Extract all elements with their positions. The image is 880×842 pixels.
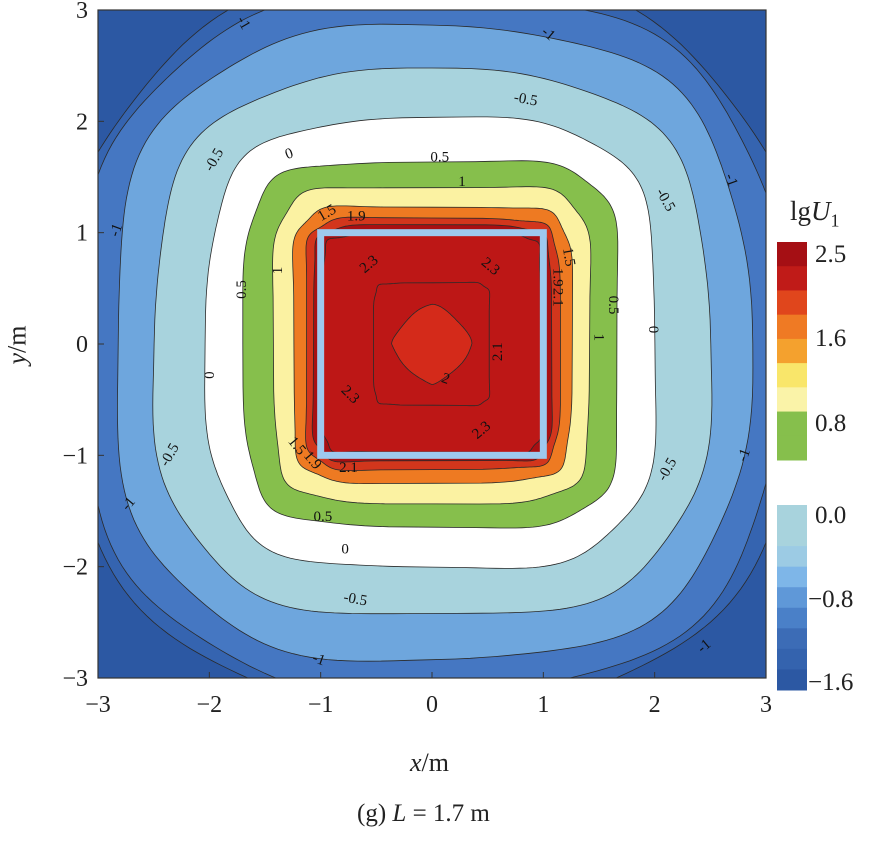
contour-label: 1	[458, 174, 466, 190]
y-tick-label: 2	[76, 109, 88, 135]
x-tick-label: −3	[85, 692, 111, 718]
colorbar-segment	[777, 525, 807, 547]
x-tick-label: 1	[537, 692, 549, 718]
contour-label: 2.1	[339, 460, 358, 476]
colorbar-segment	[777, 505, 807, 527]
colorbar-title: lgU1	[790, 196, 840, 231]
colorbar-tick-label: 0.8	[815, 410, 847, 437]
contour-label: -0.5	[513, 90, 539, 110]
contour-label: 0.5	[234, 280, 250, 299]
colorbar-segment	[777, 628, 807, 650]
colorbar-segment	[777, 290, 807, 316]
x-axis-label: x/m	[410, 748, 449, 777]
contour-label: 1	[270, 267, 286, 275]
colorbar-segment	[777, 648, 807, 670]
x-tick-label: 2	[649, 692, 661, 718]
contour-label: 0.5	[605, 296, 621, 315]
colorbar-segment	[777, 411, 807, 437]
colorbar-segment	[777, 314, 807, 340]
colorbar-segment	[777, 566, 807, 588]
x-tick-label: −2	[197, 692, 223, 718]
colorbar-segment	[777, 607, 807, 629]
axis-ticks: −3 −2 −1 0 1 2 3 −3 −2 −1 0 1 2 3	[62, 0, 772, 718]
square-outline	[317, 229, 547, 459]
y-tick-label: −2	[62, 555, 88, 581]
contour-label: -1	[310, 650, 327, 669]
contour-label: 0	[202, 371, 218, 379]
y-tick-label: 3	[76, 0, 88, 24]
contour-label: 1.5	[559, 246, 578, 267]
contour-label: 2.1	[490, 342, 506, 361]
contour-label: 0.5	[314, 509, 333, 525]
colorbar-segment	[777, 242, 807, 267]
contour-label: 0	[341, 541, 349, 557]
colorbar-segment	[777, 387, 807, 413]
contour-label: 2.1	[549, 288, 565, 307]
contour-label: -1	[735, 447, 754, 464]
colorbar-tick-label: 1.6	[815, 325, 847, 352]
colorbar	[777, 242, 807, 691]
contour-level	[391, 303, 473, 385]
colorbar-segment	[777, 546, 807, 568]
contour-fills	[98, 10, 766, 678]
y-tick-label: 1	[76, 221, 88, 247]
colorbar-segment	[777, 363, 807, 388]
y-axis-label: y/m	[2, 325, 32, 365]
contour-label: 0	[645, 326, 661, 334]
contour-label: 1.9	[549, 268, 565, 287]
y-tick-label: −3	[62, 666, 88, 692]
colorbar-segment	[777, 435, 807, 461]
colorbar-tick-label: −1.6	[808, 669, 854, 696]
x-tick-label: 3	[760, 692, 772, 718]
x-tick-label: −1	[308, 692, 334, 718]
colorbar-segment	[777, 266, 807, 291]
colorbar-segment	[777, 587, 807, 609]
contour-label: -0.5	[342, 590, 368, 610]
colorbar-tick-label: −0.8	[808, 586, 854, 613]
colorbar-tick-label: 0.0	[815, 502, 847, 529]
contour-label: 1	[590, 334, 606, 342]
y-tick-label: −1	[62, 443, 88, 469]
caption: (g) L = 1.7 m	[357, 800, 490, 827]
x-tick-label: 0	[426, 692, 438, 718]
colorbar-segment	[777, 338, 807, 364]
contour-label: 1.9	[347, 209, 366, 225]
contour-label: 0.5	[430, 150, 449, 166]
colorbar-tick-label: 2.5	[815, 241, 847, 268]
contour-label: -1	[107, 222, 126, 239]
contour-label: -1	[721, 172, 740, 189]
colorbar-segment	[777, 669, 807, 691]
y-tick-label: 0	[76, 332, 88, 358]
